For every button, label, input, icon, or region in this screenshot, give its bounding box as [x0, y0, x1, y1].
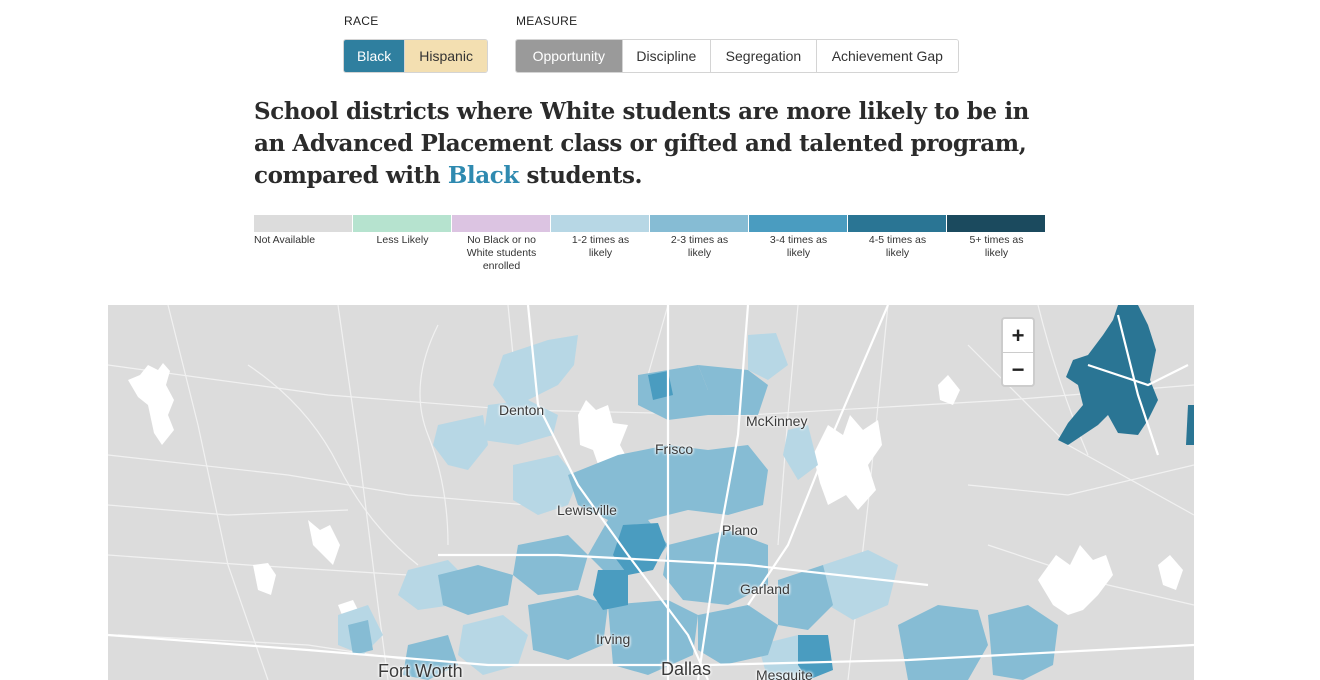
city-label-dallas: Dallas — [661, 659, 712, 679]
zoom-out-button[interactable]: − — [1003, 353, 1033, 386]
plus-icon: + — [1011, 322, 1025, 348]
legend-item: No Black or no White students enrolled — [452, 215, 551, 273]
legend-swatch — [452, 215, 550, 232]
districts-2-3x — [348, 365, 1058, 680]
measure-label: MEASURE — [516, 14, 578, 28]
race-hispanic-button[interactable]: Hispanic — [405, 40, 487, 72]
city-label-lewisville: Lewisville — [557, 502, 617, 518]
race-toggle: Black Hispanic — [343, 39, 488, 73]
minus-icon: − — [1011, 356, 1025, 382]
map-headline: School districts where White students ar… — [254, 96, 1054, 192]
legend-label: 3-4 times as likely — [769, 234, 828, 259]
city-label-fort-worth: Fort Worth — [378, 661, 463, 680]
legend-item: 1-2 times as likely — [551, 215, 650, 273]
headline-text-start: School districts where White students ar… — [254, 98, 1029, 189]
city-label-garland: Garland — [740, 581, 790, 597]
city-label-irving: Irving — [596, 631, 631, 647]
highways — [108, 305, 1194, 680]
legend-item: 3-4 times as likely — [749, 215, 848, 273]
city-label-mesquite: Mesquite — [756, 667, 813, 680]
legend-item: Less Likely — [353, 215, 452, 273]
legend-item: 5+ times as likely — [947, 215, 1046, 273]
legend-swatch — [551, 215, 649, 232]
legend-item: 4-5 times as likely — [848, 215, 947, 273]
measure-achievement-gap-button[interactable]: Achievement Gap — [816, 40, 958, 72]
zoom-control: + − — [1001, 317, 1035, 387]
city-label-denton: Denton — [499, 402, 545, 418]
district-map[interactable]: Denton McKinney Frisco Lewisville Plano … — [108, 305, 1194, 680]
legend-swatch — [848, 215, 946, 232]
legend-label: Not Available — [254, 234, 316, 246]
measure-discipline-button[interactable]: Discipline — [622, 40, 712, 72]
headline-race: Black — [447, 162, 519, 189]
zoom-in-button[interactable]: + — [1003, 319, 1033, 353]
districts-1-2x — [338, 333, 898, 680]
measure-toggle: Opportunity Discipline Segregation Achie… — [515, 39, 959, 73]
headline-text-end: students. — [518, 162, 643, 189]
districts-4-5x — [1058, 305, 1194, 445]
map-legend: Not Available Less Likely No Black or no… — [254, 215, 1046, 273]
map-canvas[interactable] — [108, 305, 1194, 680]
race-label: RACE — [344, 14, 379, 28]
legend-item: Not Available — [254, 215, 353, 273]
legend-swatch — [353, 215, 451, 232]
legend-swatch — [947, 215, 1045, 232]
measure-opportunity-button[interactable]: Opportunity — [516, 40, 623, 72]
city-label-frisco: Frisco — [655, 441, 694, 457]
legend-label: 4-5 times as likely — [868, 234, 927, 259]
city-label-mckinney: McKinney — [746, 413, 808, 429]
legend-swatch — [254, 215, 352, 232]
legend-item: 2-3 times as likely — [650, 215, 749, 273]
districts-3-4x — [593, 371, 833, 680]
city-label-plano: Plano — [722, 522, 758, 538]
legend-label: No Black or no White students enrolled — [466, 234, 537, 272]
legend-label: 2-3 times as likely — [670, 234, 729, 259]
legend-label: 5+ times as likely — [969, 234, 1024, 259]
legend-label: Less Likely — [376, 234, 429, 246]
legend-swatch — [650, 215, 748, 232]
measure-segregation-button[interactable]: Segregation — [711, 40, 817, 72]
legend-swatch — [749, 215, 847, 232]
race-black-button[interactable]: Black — [344, 40, 406, 72]
legend-label: 1-2 times as likely — [571, 234, 630, 259]
